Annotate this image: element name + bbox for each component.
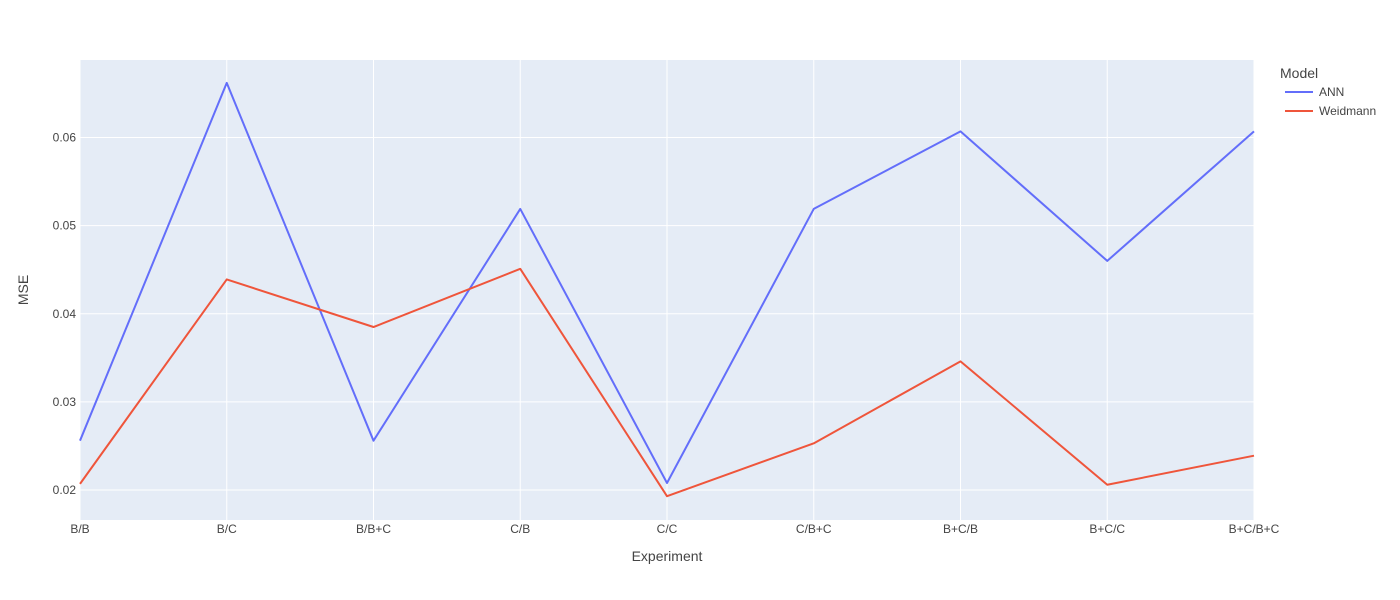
x-tick-label: C/B+C bbox=[796, 522, 832, 536]
legend-label-ann: ANN bbox=[1319, 85, 1344, 99]
x-tick-label: C/B bbox=[510, 522, 530, 536]
x-tick-label: B+C/C bbox=[1089, 522, 1125, 536]
x-tick-label: B+C/B bbox=[943, 522, 978, 536]
series-line-ann[interactable] bbox=[79, 81, 1255, 484]
legend-label-weidmann: Weidmann bbox=[1319, 104, 1376, 118]
y-axis-title: MSE bbox=[15, 275, 31, 305]
x-tick-labels: B/B B/C B/B+C C/B C/C C/B+C B+C/B B+C/C B+C/B+C bbox=[70, 522, 1279, 536]
y-tick-label: 0.04 bbox=[53, 307, 77, 321]
legend[interactable]: Model ANN Weidmann bbox=[1280, 65, 1376, 118]
legend-title: Model bbox=[1280, 65, 1318, 81]
x-tick-label: B/C bbox=[217, 522, 237, 536]
y-tick-label: 0.05 bbox=[53, 219, 77, 233]
x-tick-label: B/B bbox=[70, 522, 89, 536]
y-tick-label: 0.03 bbox=[53, 395, 77, 409]
x-tick-label: C/C bbox=[657, 522, 678, 536]
legend-item-weidmann[interactable]: Weidmann bbox=[1285, 104, 1376, 118]
grid-lines bbox=[79, 60, 1255, 520]
y-tick-label: 0.02 bbox=[53, 483, 77, 497]
legend-item-ann[interactable]: ANN bbox=[1285, 85, 1344, 99]
x-axis-title: Experiment bbox=[632, 548, 703, 564]
y-tick-labels: 0.02 0.03 0.04 0.05 0.06 bbox=[53, 131, 77, 497]
x-tick-label: B/B+C bbox=[356, 522, 391, 536]
y-tick-label: 0.06 bbox=[53, 131, 77, 145]
series-layer bbox=[79, 81, 1255, 498]
series-line-weidmann[interactable] bbox=[79, 267, 1255, 498]
x-tick-label: B+C/B+C bbox=[1229, 522, 1280, 536]
